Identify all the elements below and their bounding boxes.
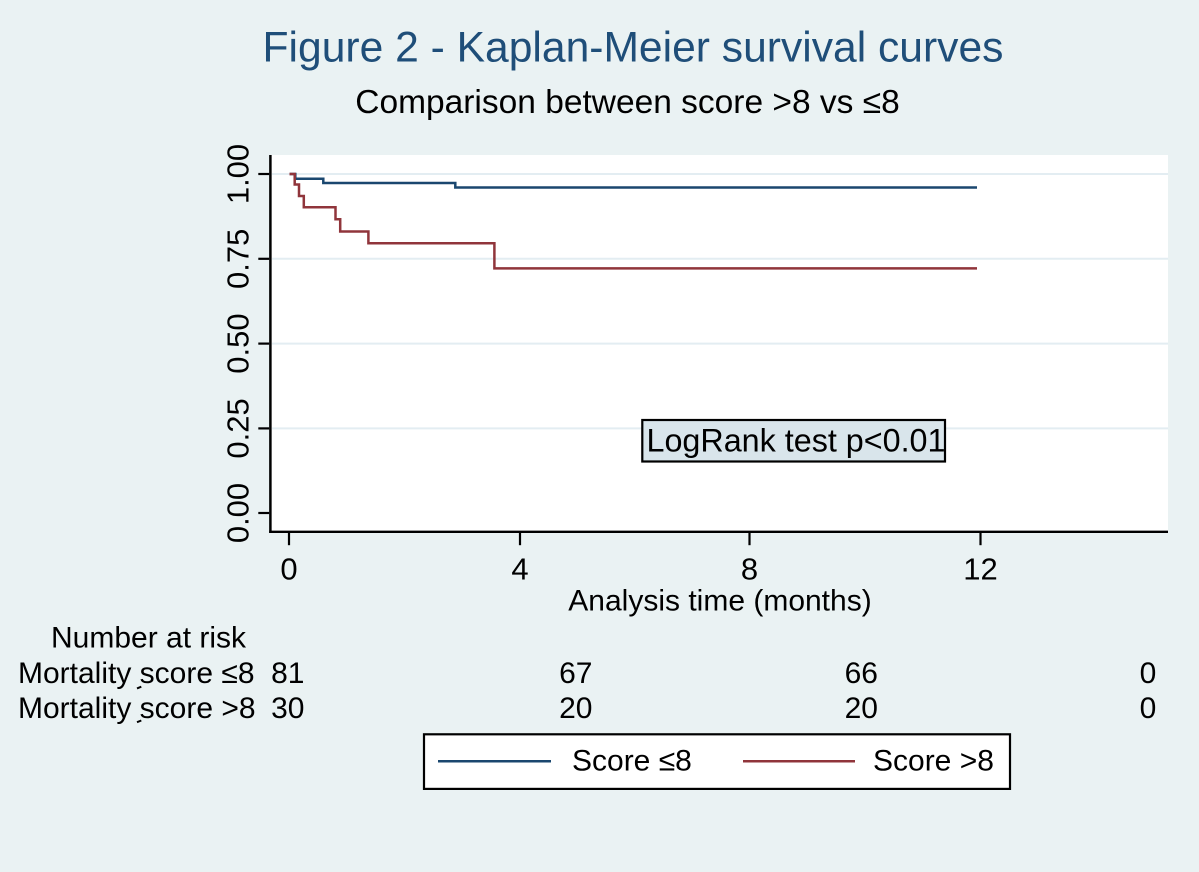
- svg-text:81: 81: [271, 657, 304, 690]
- svg-text:Figure 2 - Kaplan-Meier surviv: Figure 2 - Kaplan-Meier survival curves: [263, 24, 1004, 72]
- svg-text:0: 0: [280, 552, 297, 587]
- svg-text:LogRank test p<0.01: LogRank test p<0.01: [647, 423, 946, 459]
- svg-text:Mortality score ≤8: Mortality score ≤8: [18, 657, 255, 690]
- svg-text:12: 12: [963, 552, 997, 587]
- svg-text:66: 66: [845, 657, 878, 690]
- svg-text:4: 4: [511, 552, 528, 587]
- svg-text:Score ≤8: Score ≤8: [572, 745, 692, 778]
- svg-text:0: 0: [1140, 657, 1157, 690]
- svg-text:0.50: 0.50: [221, 313, 256, 373]
- svg-text:20: 20: [845, 692, 878, 725]
- svg-text:Analysis time (months): Analysis time (months): [568, 585, 871, 618]
- svg-text:Mortality score >8: Mortality score >8: [18, 692, 256, 725]
- svg-text:0.25: 0.25: [221, 398, 256, 458]
- svg-text:8: 8: [741, 552, 758, 587]
- svg-text:Score >8: Score >8: [873, 745, 994, 778]
- svg-text:Number at risk: Number at risk: [51, 622, 247, 655]
- svg-text:0.75: 0.75: [221, 229, 256, 289]
- svg-text:30: 30: [271, 692, 304, 725]
- svg-text:0.00: 0.00: [221, 483, 256, 543]
- svg-text:20: 20: [559, 692, 592, 725]
- svg-text:0: 0: [1140, 692, 1157, 725]
- svg-text:67: 67: [559, 657, 592, 690]
- svg-text:Comparison between score >8 vs: Comparison between score >8 vs ≤8: [355, 84, 899, 121]
- svg-text:1.00: 1.00: [221, 144, 256, 204]
